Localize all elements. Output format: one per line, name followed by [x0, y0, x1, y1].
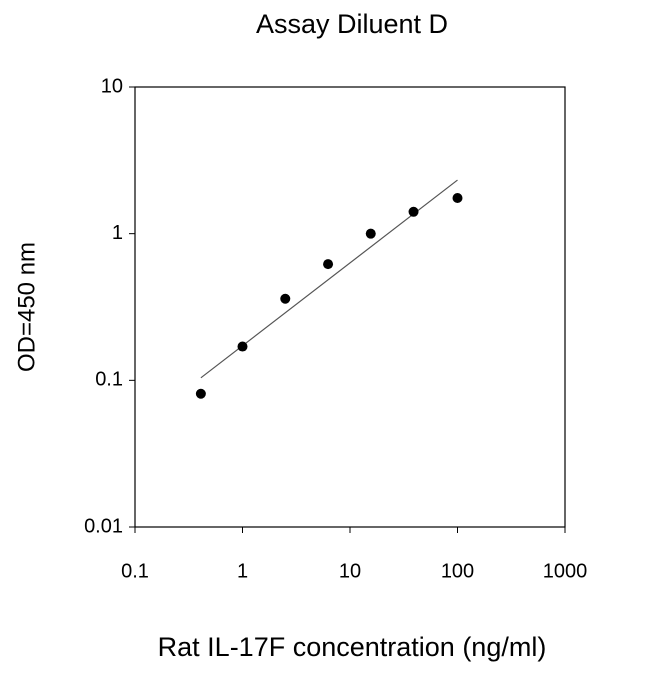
data-point — [195, 388, 206, 399]
data-point — [323, 259, 334, 270]
y-tick-label: 0.01 — [84, 515, 123, 537]
x-tick-label: 10 — [339, 560, 361, 582]
x-tick-label: 1000 — [543, 560, 588, 582]
y-axis-label: OD=450 nm — [13, 242, 40, 372]
x-axis-label: Rat IL-17F concentration (ng/ml) — [158, 632, 547, 662]
data-point — [452, 193, 463, 204]
x-tick-label: 1 — [237, 560, 248, 582]
x-tick-label: 100 — [441, 560, 474, 582]
data-point — [237, 341, 248, 352]
data-point — [365, 228, 376, 239]
data-point — [280, 293, 291, 304]
y-tick-label: 0.1 — [95, 369, 123, 391]
y-tick-label: 1 — [112, 222, 123, 244]
y-tick-label: 10 — [101, 75, 123, 97]
data-point — [408, 206, 419, 217]
chart-title: Assay Diluent D — [256, 9, 448, 39]
plot-frame — [134, 86, 566, 528]
x-tick-label: 0.1 — [121, 560, 149, 582]
